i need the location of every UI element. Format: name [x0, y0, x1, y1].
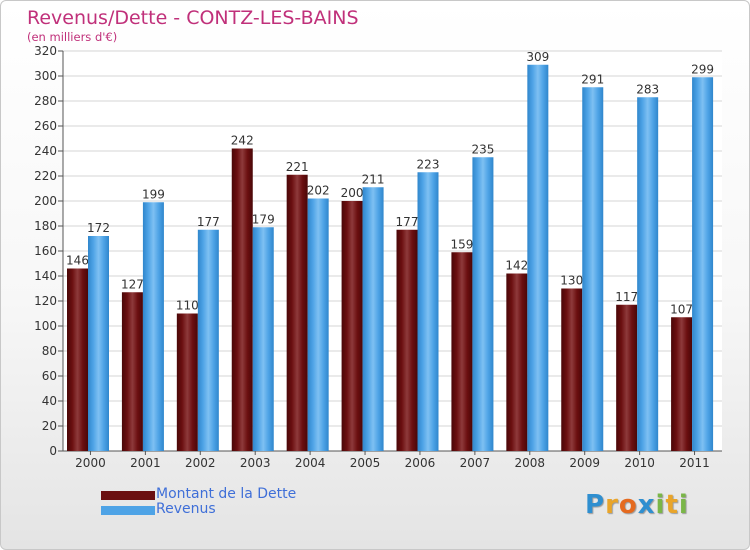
x-tick-label: 2003 — [240, 456, 271, 470]
x-tick-label: 2008 — [515, 456, 546, 470]
proxiti-logo: Proxiti — [585, 490, 689, 520]
y-tick-label: 40 — [42, 394, 57, 408]
x-tick-label: 2002 — [185, 456, 216, 470]
bar-dette-2006 — [396, 229, 418, 451]
data-label-dette-2008: 142 — [505, 259, 528, 273]
bar-revenus-2001 — [142, 202, 164, 451]
data-label-dette-2007: 159 — [450, 237, 473, 251]
bar-dette-2011 — [671, 317, 693, 451]
data-label-dette-2011: 107 — [670, 302, 693, 316]
bar-revenus-2009 — [582, 87, 604, 451]
data-label-revenus-2009: 291 — [581, 72, 604, 86]
legend-label-revenus: Revenus — [156, 501, 216, 517]
data-label-revenus-2004: 202 — [307, 184, 330, 198]
x-tick-label: 2010 — [624, 456, 655, 470]
data-label-dette-2000: 146 — [66, 254, 89, 268]
data-label-revenus-2001: 199 — [142, 187, 165, 201]
bar-dette-2010 — [616, 304, 638, 451]
y-tick-label: 120 — [34, 294, 57, 308]
bar-dette-2003 — [231, 148, 253, 451]
bar-dette-2000 — [67, 268, 88, 451]
bar-revenus-2011 — [692, 77, 714, 451]
bar-revenus-2004 — [307, 198, 329, 451]
x-tick-label: 2005 — [350, 456, 381, 470]
legend-swatch-dette — [101, 491, 155, 500]
chart-subtitle: (en milliers d'€) — [27, 30, 118, 44]
data-label-dette-2006: 177 — [396, 215, 419, 229]
legend-swatch-revenus — [101, 506, 155, 515]
data-label-revenus-2010: 283 — [636, 82, 659, 96]
y-tick-label: 260 — [34, 119, 57, 133]
data-label-revenus-2007: 235 — [471, 142, 494, 156]
y-tick-label: 200 — [34, 194, 57, 208]
bar-revenus-2007 — [472, 157, 494, 451]
data-label-revenus-2008: 309 — [526, 50, 549, 64]
data-label-revenus-2002: 177 — [197, 215, 220, 229]
bar-revenus-2003 — [252, 227, 274, 451]
y-tick-label: 80 — [42, 344, 57, 358]
bar-revenus-2006 — [417, 172, 439, 451]
y-tick-label: 60 — [42, 369, 57, 383]
logo-letter: P — [585, 490, 606, 520]
x-tick-label: 2011 — [679, 456, 710, 470]
bar-dette-2004 — [286, 174, 308, 451]
bar-dette-2009 — [561, 288, 583, 451]
y-tick-label: 20 — [42, 419, 57, 433]
y-tick-label: 160 — [34, 244, 57, 258]
bar-revenus-2002 — [197, 229, 219, 451]
chart-title: Revenus/Dette - CONTZ-LES-BAINS — [27, 7, 359, 29]
legend-label-dette: Montant de la Dette — [156, 486, 297, 502]
bar-revenus-2010 — [637, 97, 659, 451]
data-label-dette-2001: 127 — [121, 277, 144, 291]
data-label-revenus-2011: 299 — [691, 62, 714, 76]
x-tick-label: 2004 — [295, 456, 326, 470]
data-label-revenus-2005: 211 — [362, 172, 385, 186]
data-label-revenus-2006: 223 — [417, 157, 440, 171]
data-label-revenus-2003: 179 — [252, 212, 275, 226]
bar-dette-2008 — [506, 273, 528, 451]
data-label-revenus-2000: 172 — [87, 221, 110, 235]
x-tick-label: 2001 — [130, 456, 161, 470]
y-tick-label: 0 — [49, 444, 57, 458]
data-label-dette-2009: 130 — [560, 274, 583, 288]
y-tick-label: 220 — [34, 169, 57, 183]
x-tick-label: 2000 — [75, 456, 106, 470]
x-tick-label: 2009 — [569, 456, 600, 470]
logo-letter: t — [665, 490, 679, 520]
data-label-dette-2010: 117 — [615, 290, 638, 304]
logo-letter: x — [637, 490, 656, 520]
data-label-dette-2003: 242 — [231, 134, 254, 148]
bar-revenus-2005 — [362, 187, 384, 451]
bar-dette-2001 — [121, 292, 143, 451]
bar-revenus-2008 — [527, 64, 549, 451]
bar-dette-2007 — [451, 252, 473, 451]
data-label-dette-2005: 200 — [341, 186, 364, 200]
bar-dette-2005 — [341, 201, 363, 451]
y-tick-label: 140 — [34, 269, 57, 283]
data-label-dette-2002: 110 — [176, 299, 199, 313]
x-tick-label: 2007 — [460, 456, 491, 470]
bar-dette-2002 — [176, 313, 198, 451]
data-label-dette-2004: 221 — [286, 160, 309, 174]
logo-letter: r — [605, 490, 619, 520]
y-tick-label: 320 — [34, 44, 57, 58]
logo-letter: i — [655, 490, 666, 520]
logo-letter: i — [678, 490, 689, 520]
y-tick-label: 180 — [34, 219, 57, 233]
y-tick-label: 100 — [34, 319, 57, 333]
x-tick-label: 2006 — [405, 456, 436, 470]
y-tick-label: 280 — [34, 94, 57, 108]
y-tick-label: 300 — [34, 69, 57, 83]
logo-letter: o — [618, 490, 638, 520]
bar-revenus-2000 — [88, 236, 109, 451]
y-tick-label: 240 — [34, 144, 57, 158]
